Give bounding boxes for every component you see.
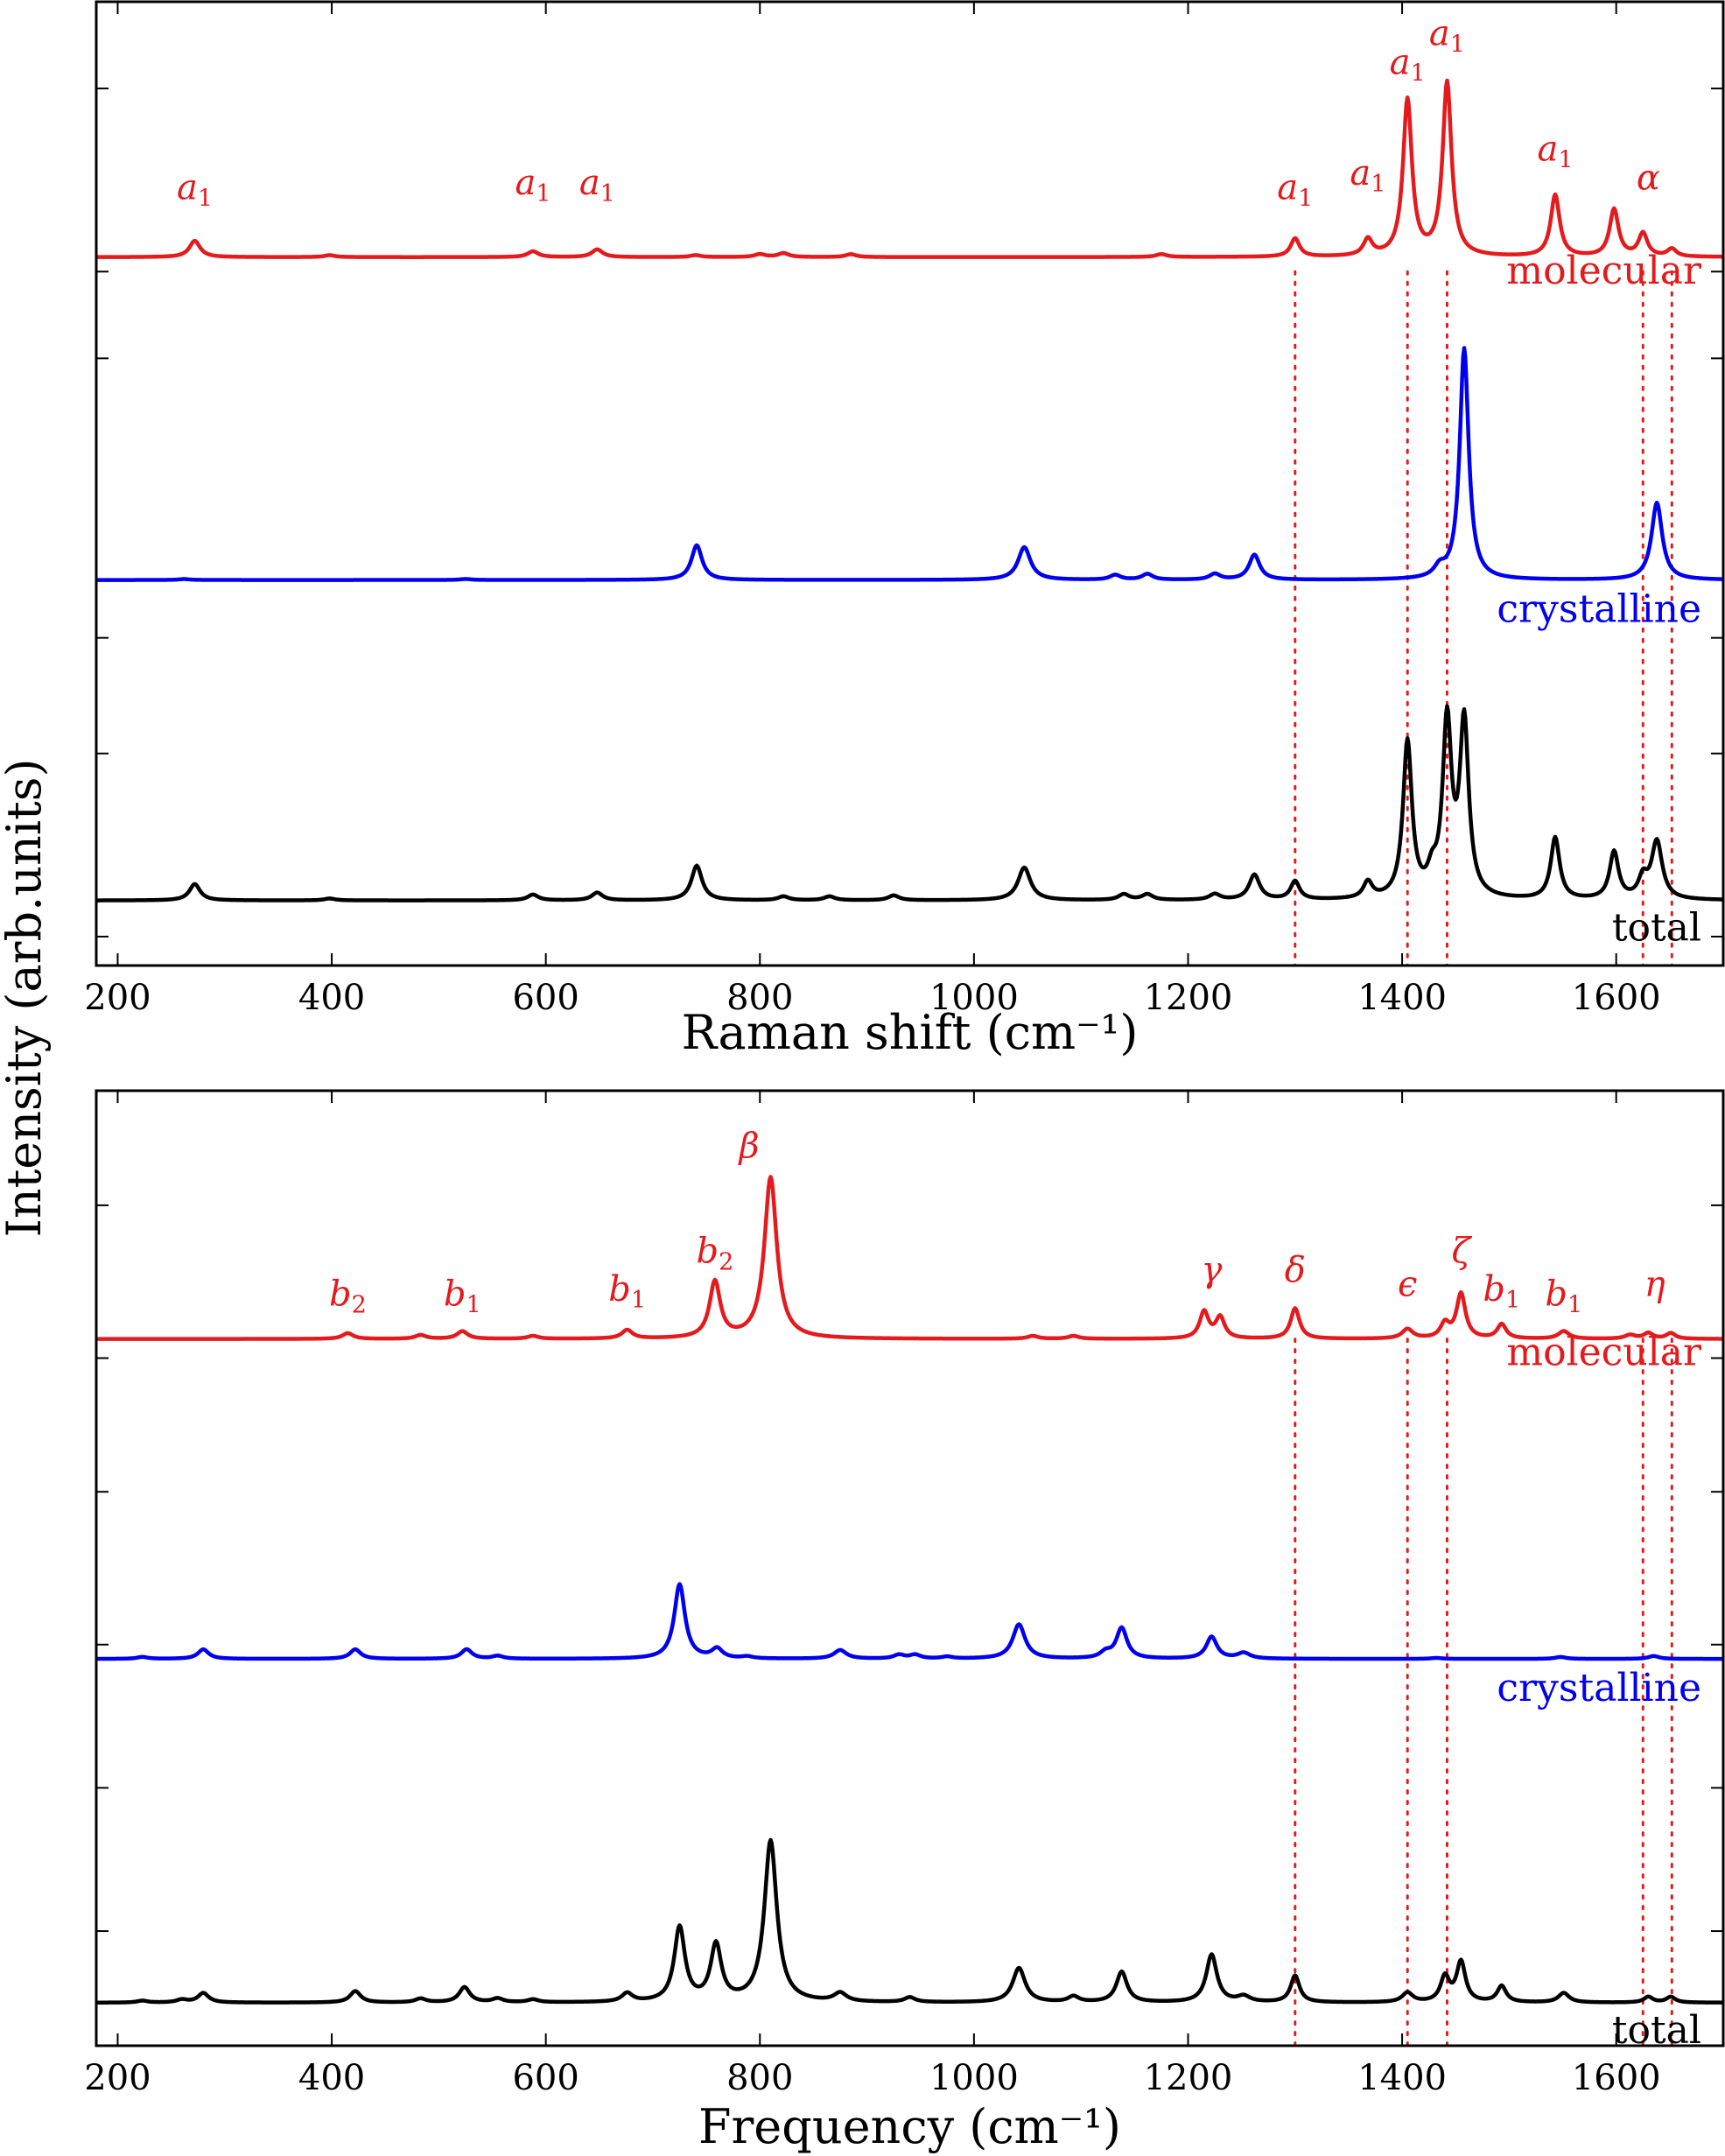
x-axis-label: Frequency (cm⁻¹) <box>698 2099 1121 2154</box>
peak-annotation: γ <box>1201 1250 1222 1290</box>
x-tick-label: 800 <box>726 978 793 1018</box>
trace-molecular <box>96 78 1723 259</box>
peak-annotation: b2 <box>329 1274 367 1318</box>
series-label-molecular: molecular <box>1506 249 1702 293</box>
peak-annotation: ζ <box>1452 1231 1473 1271</box>
x-tick-label: 400 <box>298 2058 365 2098</box>
peak-annotation: ϵ <box>1398 1265 1417 1305</box>
peak-annotation: a1 <box>1350 153 1385 198</box>
peak-annotation: a1 <box>177 168 213 213</box>
peak-annotation: b1 <box>608 1269 646 1314</box>
x-tick-label: 1600 <box>1572 978 1661 1018</box>
peak-annotation: b1 <box>1545 1274 1582 1318</box>
x-tick-label: 1200 <box>1144 978 1233 1018</box>
x-tick-label: 1200 <box>1144 2058 1233 2098</box>
x-tick-label: 600 <box>512 2058 579 2098</box>
series-label-total: total <box>1612 906 1701 951</box>
trace-crystalline <box>96 346 1723 582</box>
x-tick-label: 1600 <box>1572 2058 1661 2098</box>
x-tick-label: 200 <box>84 978 151 1018</box>
series-label-crystalline: crystalline <box>1497 1666 1701 1710</box>
x-tick-label: 1000 <box>929 978 1019 1018</box>
x-axis-label: Raman shift (cm⁻¹) <box>682 1005 1139 1060</box>
peak-annotation: a1 <box>1277 168 1313 213</box>
x-tick-label: 1400 <box>1357 978 1447 1018</box>
peak-annotation: a1 <box>1429 14 1465 59</box>
peak-annotation: b1 <box>444 1274 481 1318</box>
peak-annotation: α <box>1637 158 1660 199</box>
x-tick-label: 200 <box>84 2058 151 2098</box>
x-tick-label: 400 <box>298 978 365 1018</box>
y-axis-label: Intensity (arb.units) <box>0 758 52 1237</box>
peak-annotation: β <box>737 1126 759 1166</box>
x-tick-label: 600 <box>512 978 579 1018</box>
trace-total <box>96 1837 1723 2005</box>
plot-frame <box>95 1089 1725 2047</box>
peak-annotation: b2 <box>697 1231 734 1275</box>
peak-annotation: a1 <box>1537 130 1573 174</box>
trace-total <box>96 704 1723 902</box>
trace-crystalline <box>96 1582 1723 1661</box>
x-tick-label: 800 <box>726 2058 793 2098</box>
x-tick-label: 1400 <box>1357 2058 1447 2098</box>
peak-annotation: a1 <box>579 163 615 207</box>
series-label-crystalline: crystalline <box>1497 587 1701 632</box>
peak-annotation: η <box>1644 1265 1665 1305</box>
trace-molecular <box>96 1175 1723 1341</box>
plot-frame <box>95 0 1725 967</box>
peak-annotation: b1 <box>1483 1269 1520 1314</box>
series-label-molecular: molecular <box>1506 1331 1702 1375</box>
peak-annotation: δ <box>1285 1250 1306 1290</box>
peak-annotation: a1 <box>515 163 550 207</box>
peak-annotation: a1 <box>1390 43 1426 88</box>
x-tick-label: 1000 <box>929 2058 1019 2098</box>
